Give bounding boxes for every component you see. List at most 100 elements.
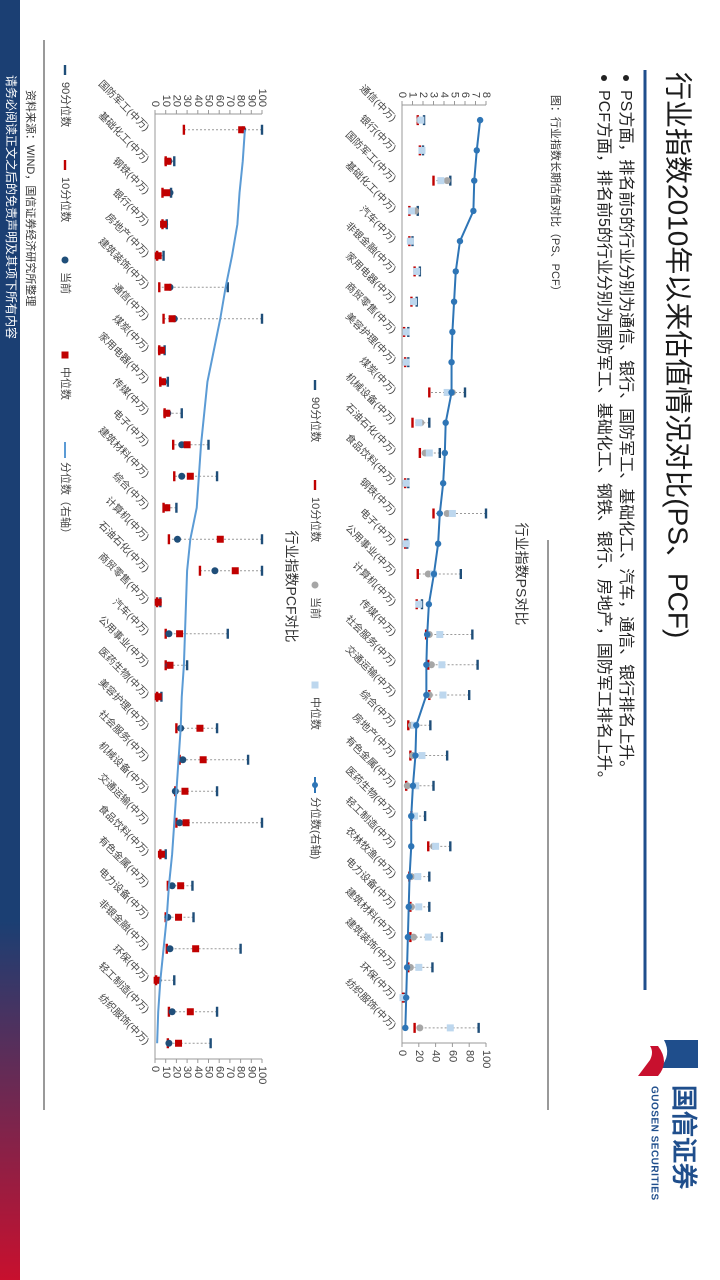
data-point [439, 691, 447, 699]
data-point [418, 752, 426, 760]
data-point [191, 880, 194, 891]
y2-tick-label: 10 [160, 1066, 172, 1078]
percentile-dot [413, 722, 420, 729]
data-point [173, 975, 176, 986]
y-tick-label: 0 [396, 92, 408, 98]
data-point [154, 598, 162, 606]
bullet-text: PS方面，排名前5的行业分别为通信、银行、国防军工、基础化工、汽车，通信、银行排… [617, 90, 635, 776]
percentile-dot [404, 933, 412, 941]
y-tick-label: 30 [181, 95, 193, 107]
data-point [163, 409, 171, 417]
y2-tick-label: 0 [396, 1050, 408, 1056]
percentile-dot [402, 1024, 409, 1032]
x-tick-label: 美容护理(中万) [343, 310, 399, 366]
slide-title: 行业指数2010年以来估值情况对比(PS、PCF) [663, 72, 694, 638]
data-point [260, 124, 264, 135]
data-point [162, 250, 165, 261]
y2-tick-label: 80 [235, 1066, 247, 1078]
legend-swatch [311, 581, 319, 589]
data-point [477, 1022, 480, 1033]
data-point [406, 237, 414, 245]
data-point [183, 441, 191, 449]
data-point [165, 630, 173, 638]
y-tick-label: 80 [235, 95, 247, 107]
data-point [416, 1024, 424, 1032]
percentile-dot [436, 510, 443, 517]
data-point [185, 660, 189, 671]
percentile-dot [470, 207, 477, 215]
data-point [207, 439, 210, 450]
x-tick-label: 非银金融(中万) [96, 896, 152, 952]
legend-swatch [312, 782, 318, 788]
percentile-dot [409, 782, 417, 790]
data-point [226, 628, 229, 639]
data-point [260, 817, 264, 828]
data-point [424, 933, 432, 941]
data-point [176, 819, 184, 827]
x-tick-label: 商贸零售(中万) [96, 550, 152, 606]
data-point [160, 220, 168, 228]
data-point [415, 419, 423, 427]
data-point [158, 282, 161, 293]
data-point [428, 901, 431, 912]
legend-swatch [61, 256, 69, 264]
percentile-dot [403, 964, 411, 971]
legend-label: 当前 [59, 272, 73, 294]
data-point [180, 408, 183, 419]
percentile-dot [442, 419, 449, 426]
data-point [162, 313, 165, 324]
data-point [463, 387, 467, 398]
footer-text: 请务必阅读正文之后的免责声明及其项下所有内容 [4, 75, 19, 339]
data-point [168, 1008, 176, 1016]
data-point [403, 782, 411, 790]
data-point [167, 534, 171, 545]
data-point [414, 873, 422, 881]
logo: 国信证券 GUOSEN SECURITIES [638, 1040, 699, 1201]
percentile-dot [424, 631, 431, 638]
y-tick-label: 50 [203, 95, 215, 107]
data-point [415, 600, 423, 608]
data-point [402, 358, 410, 366]
data-point [431, 962, 434, 973]
source-note: 资料来源：WIND，国信证券经济研究所整理 [24, 90, 38, 306]
y-tick-label: 6 [459, 92, 471, 98]
y2-tick-label: 30 [181, 1066, 193, 1078]
y-tick-label: 2 [417, 92, 429, 98]
y-tick-label: 3 [428, 92, 440, 98]
data-point [428, 417, 431, 428]
y2-tick-label: 20 [413, 1050, 425, 1062]
legend-swatch [61, 351, 69, 359]
data-point [209, 1038, 212, 1049]
data-point [260, 534, 264, 545]
data-point [153, 976, 161, 984]
data-point [186, 472, 194, 480]
data-point [163, 504, 171, 512]
data-point [154, 252, 162, 260]
data-point [157, 850, 165, 858]
percentile-dot [412, 752, 419, 759]
logo-name: 国信证券 [669, 1085, 699, 1190]
y2-tick-label: 70 [224, 1066, 236, 1078]
legend-swatch [313, 380, 317, 390]
percentile-dot [441, 449, 449, 457]
y2-tick-label: 100 [256, 1066, 268, 1084]
percentile-dot [471, 177, 478, 184]
data-point [436, 631, 444, 639]
percentile-dot [456, 237, 464, 245]
legend-label: 中位数 [309, 697, 323, 730]
data-point [178, 472, 186, 480]
data-point [163, 189, 171, 197]
data-point [423, 811, 427, 822]
legend-label: 中位数 [59, 367, 73, 400]
data-point [445, 750, 449, 761]
data-point [166, 376, 170, 387]
data-point [443, 177, 451, 185]
x-tick-label: 建筑装饰(中万) [343, 915, 399, 971]
y-tick-label: 100 [256, 89, 268, 107]
data-point [173, 535, 181, 543]
legend-label: 分位数（右轴） [59, 462, 73, 539]
y-tick-label: 0 [149, 101, 161, 107]
x-tick-label: 基础化工(中万) [96, 109, 152, 165]
data-point [410, 933, 418, 941]
